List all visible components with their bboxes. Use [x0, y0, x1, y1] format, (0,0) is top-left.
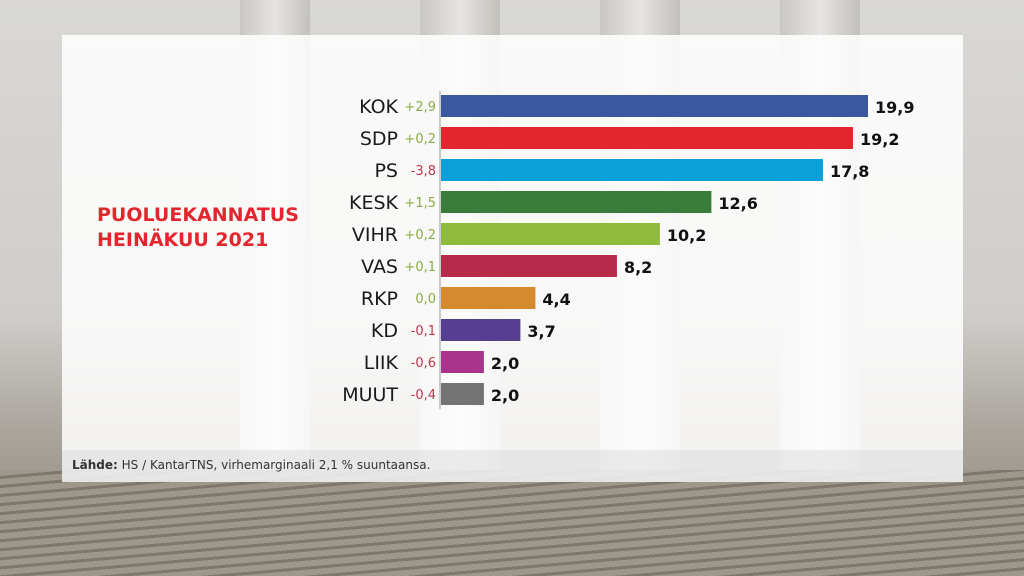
bar-sdp [441, 127, 853, 149]
value-label: 8,2 [624, 258, 652, 277]
source-value: HS / KantarTNS, virhemarginaali 2,1 % su… [117, 458, 431, 472]
category-label: VIHR [352, 224, 398, 246]
bar-liik [441, 351, 484, 373]
change-label: -3,8 [411, 164, 436, 179]
bar-muut [441, 383, 484, 405]
change-label: +0,2 [404, 132, 436, 147]
change-label: 0,0 [415, 292, 436, 307]
change-label: +2,9 [404, 100, 436, 115]
title-line: HEINÄKUU 2021 [97, 229, 269, 251]
category-label: PS [374, 160, 398, 182]
category-label: RKP [361, 288, 398, 310]
value-label: 19,9 [875, 98, 914, 117]
bar-kd [441, 319, 521, 341]
source-text: Lähde: HS / KantarTNS, virhemarginaali 2… [72, 458, 430, 472]
value-label: 17,8 [830, 162, 869, 181]
bar-kok [441, 95, 868, 117]
value-label: 3,7 [527, 322, 555, 341]
category-label: KESK [349, 192, 399, 214]
value-label: 19,2 [860, 130, 899, 149]
source-label: Lähde: [72, 458, 118, 472]
category-label: KD [371, 320, 398, 342]
change-label: +1,5 [404, 196, 436, 211]
bar-vihr [441, 223, 660, 245]
bar-vas [441, 255, 617, 277]
bar-rkp [441, 287, 536, 309]
change-label: -0,6 [411, 356, 436, 371]
chart-title: PUOLUEKANNATUS HEINÄKUU 2021 [97, 203, 299, 253]
value-label: 10,2 [667, 226, 706, 245]
change-label: -0,4 [411, 388, 436, 403]
bg-steps [0, 470, 1024, 576]
value-label: 2,0 [491, 386, 519, 405]
change-label: +0,2 [404, 228, 436, 243]
value-label: 2,0 [491, 354, 519, 373]
value-label: 4,4 [542, 290, 570, 309]
category-label: SDP [360, 128, 398, 150]
change-label: +0,1 [404, 260, 436, 275]
source-footer: Lähde: HS / KantarTNS, virhemarginaali 2… [62, 450, 963, 482]
category-label: LIIK [364, 352, 399, 374]
category-label: VAS [361, 256, 398, 278]
value-label: 12,6 [718, 194, 757, 213]
change-label: -0,1 [411, 324, 436, 339]
category-label: KOK [359, 96, 398, 118]
category-label: MUUT [342, 384, 398, 406]
bar-kesk [441, 191, 712, 213]
title-line: PUOLUEKANNATUS [97, 204, 299, 226]
bar-ps [441, 159, 823, 181]
